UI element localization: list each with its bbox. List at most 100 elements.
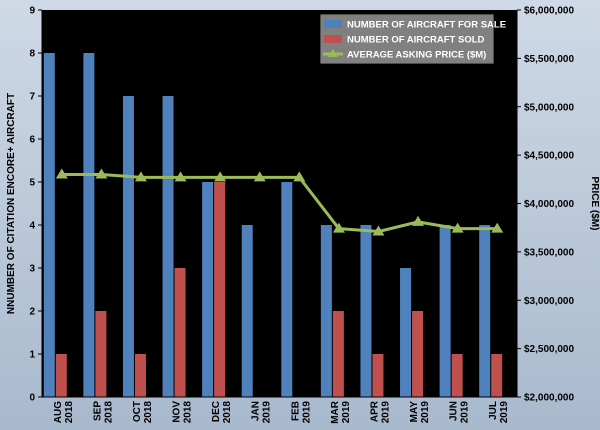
left-tick-label: 4 bbox=[29, 221, 35, 232]
right-axis: $2,000,000 $2,500,000 $3,000,000 $3,500,000… bbox=[516, 6, 574, 404]
x-tick-year: 2018 bbox=[103, 401, 114, 424]
x-tick-month: MAY bbox=[409, 401, 420, 423]
legend-box bbox=[319, 13, 495, 65]
price-marker bbox=[332, 222, 345, 233]
sold-bar bbox=[332, 311, 344, 397]
left-tick-label: 7 bbox=[29, 92, 35, 103]
legend-swatch-marker bbox=[328, 49, 338, 57]
sold-bar bbox=[95, 311, 107, 397]
for-sale-bar bbox=[241, 225, 253, 397]
left-tick-label: 3 bbox=[29, 264, 35, 275]
x-tick-year: 2018 bbox=[64, 401, 75, 424]
y2-axis-title: PRICE ($M) bbox=[589, 177, 600, 231]
sold-bar bbox=[174, 268, 186, 397]
price-marker bbox=[253, 171, 266, 182]
for-sale-bar bbox=[122, 96, 134, 397]
left-tick-label: 8 bbox=[29, 49, 35, 60]
bars-layer bbox=[43, 53, 503, 397]
right-tick-label: $2,000,000 bbox=[524, 393, 574, 404]
x-tick-label: APR 2019 bbox=[369, 400, 391, 423]
price-marker bbox=[412, 215, 425, 226]
x-tick-month: JUN bbox=[449, 401, 460, 421]
price-marker bbox=[214, 171, 227, 182]
price-line-layer bbox=[55, 168, 504, 236]
right-tick-label: $4,500,000 bbox=[524, 151, 574, 162]
x-tick-label: JUN 2019 bbox=[449, 401, 471, 424]
x-tick-year: 2019 bbox=[301, 401, 312, 424]
sold-bar bbox=[372, 354, 384, 397]
x-tick-year: 2019 bbox=[262, 401, 273, 424]
legend-label: NUMBER OF AIRCRAFT FOR SALE bbox=[347, 20, 506, 31]
right-tick-label: $2,500,000 bbox=[524, 344, 574, 355]
x-tick-month: SEP bbox=[92, 401, 103, 421]
for-sale-bar bbox=[400, 268, 412, 397]
price-marker bbox=[293, 171, 306, 182]
x-tick-month: JUL bbox=[488, 401, 499, 420]
x-tick-year: 2018 bbox=[183, 401, 194, 424]
legend-label: AVERAGE ASKING PRICE ($M) bbox=[347, 50, 486, 61]
price-marker bbox=[134, 171, 147, 182]
for-sale-bar bbox=[162, 96, 174, 397]
right-tick-label: $3,500,000 bbox=[524, 247, 574, 258]
price-marker bbox=[95, 168, 108, 179]
for-sale-bar bbox=[320, 225, 332, 397]
legend-swatch bbox=[324, 20, 342, 28]
x-tick-label: NOV 2018 bbox=[172, 401, 194, 424]
x-tick-label: FEB 2019 bbox=[290, 401, 312, 424]
x-tick-month: OCT bbox=[132, 401, 143, 422]
for-sale-bar bbox=[202, 182, 214, 397]
left-axis: 0 1 2 3 4 5 6 7 8 9 bbox=[29, 6, 43, 404]
sold-bar bbox=[412, 311, 424, 397]
sold-bar bbox=[134, 354, 146, 397]
x-tick-year: 2019 bbox=[499, 401, 510, 424]
for-sale-bar bbox=[43, 53, 55, 397]
x-tick-year: 2018 bbox=[143, 401, 154, 424]
x-tick-label: SEP 2018 bbox=[92, 401, 114, 424]
x-tick-label: JAN 2019 bbox=[251, 401, 273, 424]
x-tick-month: AUG bbox=[53, 401, 64, 423]
left-tick-label: 6 bbox=[29, 135, 35, 146]
x-tick-label: DEC 2018 bbox=[211, 401, 233, 424]
x-tick-label: MAR 2019 bbox=[330, 400, 352, 424]
x-tick-month: DEC bbox=[211, 401, 222, 422]
for-sale-bar bbox=[479, 225, 491, 397]
x-tick-label: AUG 2018 bbox=[53, 401, 75, 424]
x-tick-month: MAR bbox=[330, 400, 341, 424]
right-tick-label: $6,000,000 bbox=[524, 6, 574, 17]
x-axis: AUG 2018 SEP 2018 OCT 2018 NOV 2018 DEC 2018 JAN 20… bbox=[42, 396, 517, 424]
left-tick-label: 1 bbox=[29, 350, 35, 361]
legend-swatch bbox=[324, 35, 342, 43]
for-sale-bar bbox=[281, 182, 293, 397]
sold-bar bbox=[55, 354, 67, 397]
left-tick-label: 0 bbox=[29, 393, 35, 404]
plot-area bbox=[42, 10, 517, 397]
price-marker bbox=[451, 222, 464, 233]
x-tick-label: OCT 2018 bbox=[132, 401, 154, 424]
right-tick-label: $5,000,000 bbox=[524, 102, 574, 113]
right-tick-label: $3,000,000 bbox=[524, 296, 574, 307]
x-tick-month: NOV bbox=[172, 401, 183, 423]
x-tick-year: 2019 bbox=[341, 401, 352, 424]
sold-bar bbox=[451, 354, 463, 397]
y-axis-title: NNUMBER OF CITATION ENCORE+ AIRCRAFT bbox=[6, 93, 17, 314]
x-tick-month: FEB bbox=[290, 401, 301, 421]
legend-label: NUMBER OF AIRCRAFT SOLD bbox=[347, 35, 485, 46]
sold-bar bbox=[491, 354, 503, 397]
x-tick-month: JAN bbox=[251, 401, 262, 421]
left-tick-label: 9 bbox=[29, 6, 35, 17]
x-tick-month: APR bbox=[369, 400, 380, 422]
legend: NUMBER OF AIRCRAFT FOR SALE NUMBER OF AIR… bbox=[319, 13, 506, 65]
price-marker bbox=[491, 222, 504, 233]
price-marker bbox=[174, 171, 187, 182]
left-tick-label: 5 bbox=[29, 178, 35, 189]
x-tick-year: 2018 bbox=[222, 401, 233, 424]
x-tick-label: JUL 2019 bbox=[488, 401, 510, 424]
sold-bar bbox=[214, 182, 226, 397]
right-tick-label: $5,500,000 bbox=[524, 54, 574, 65]
price-marker bbox=[55, 168, 68, 179]
right-tick-label: $4,000,000 bbox=[524, 199, 574, 210]
price-marker bbox=[372, 225, 385, 236]
left-tick-label: 2 bbox=[29, 307, 35, 318]
price-line bbox=[61, 172, 498, 234]
